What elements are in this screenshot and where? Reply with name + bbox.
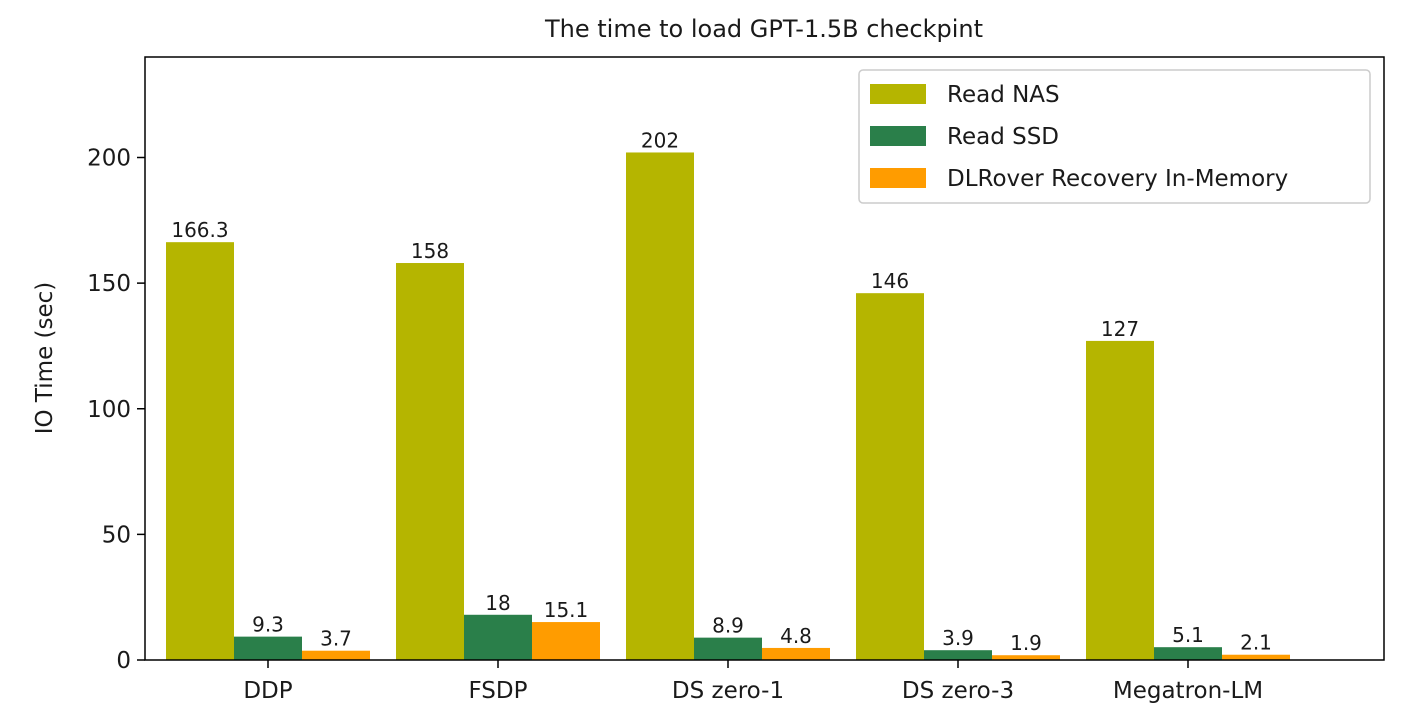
bar-value-label: 5.1 [1172,623,1204,647]
bar-read-nas-ds-zero-3 [856,293,924,660]
legend-swatch-dlrover-recovery-in-memory [870,168,926,188]
x-tick-label: Megatron-LM [1113,678,1263,704]
x-axis: DDP FSDP DS zero-1 DS zero-3 Megatron-LM [243,660,1263,704]
bar-read-nas-megatron-lm [1086,340,1154,660]
x-tick-label: DS zero-1 [672,678,784,704]
bar-value-label: 18 [485,591,510,615]
bar-read-ssd-fsdp [464,614,532,660]
bar-read-nas-ds-zero-1 [626,152,694,660]
bar-read-ssd-megatron-lm [1154,647,1222,660]
bars-group [166,152,1290,660]
y-axis-label: IO Time (sec) [32,282,58,435]
legend: Read NAS Read SSD DLRover Recovery In-Memo… [858,69,1371,204]
bar-read-nas-ddp [166,242,234,660]
bar-read-nas-fsdp [396,263,464,660]
bar-value-label: 127 [1101,317,1139,341]
chart-title: The time to load GPT-1.5B checkpint [544,15,983,43]
plot-area [144,56,1385,661]
bar-dlrover-recovery-in-memory-ds-zero-1 [762,647,830,660]
bar-value-label: 4.8 [780,624,812,648]
y-tick-label: 100 [87,397,131,423]
bar-value-label: 9.3 [252,613,284,637]
bar-dlrover-recovery-in-memory-megatron-lm [1222,654,1290,660]
y-axis: 0 50 100 150 200 [87,146,145,674]
y-tick-label: 200 [87,146,131,172]
bar-value-label: 1.9 [1010,631,1042,655]
bar-labels-group: 166.3 158 202 146 127 9.3 18 8.9 3.9 5.1 3.7 15.1 4.… [171,128,1272,655]
bar-read-ssd-ds-zero-1 [694,637,762,660]
x-tick-label: FSDP [468,678,527,704]
bar-value-label: 3.7 [320,627,352,651]
legend-swatch-read-ssd [870,126,926,146]
y-tick-label: 50 [102,522,131,548]
bar-value-label: 146 [871,269,909,293]
bar-dlrover-recovery-in-memory-ds-zero-3 [992,655,1060,660]
y-tick-label: 0 [116,648,131,674]
bar-value-label: 166.3 [171,218,228,242]
bar-value-label: 3.9 [942,626,974,650]
y-tick-label: 150 [87,271,131,297]
x-tick-label: DS zero-3 [902,678,1014,704]
legend-swatch-read-nas [870,84,926,104]
legend-label-read-nas: Read NAS [947,82,1060,108]
legend-frame [858,69,1371,204]
bar-dlrover-recovery-in-memory-ddp [302,650,370,660]
legend-label-dlrover-recovery-in-memory: DLRover Recovery In-Memory [947,166,1288,192]
bar-dlrover-recovery-in-memory-fsdp [532,622,600,660]
bar-value-label: 15.1 [544,598,589,622]
legend-label-read-ssd: Read SSD [947,124,1059,150]
bar-value-label: 8.9 [712,614,744,638]
bar-value-label: 2.1 [1240,631,1272,655]
bar-value-label: 158 [411,239,449,263]
bar-value-label: 202 [641,128,679,152]
x-tick-label: DDP [243,678,292,704]
bar-read-ssd-ds-zero-3 [924,650,992,660]
bar-read-ssd-ddp [234,636,302,660]
